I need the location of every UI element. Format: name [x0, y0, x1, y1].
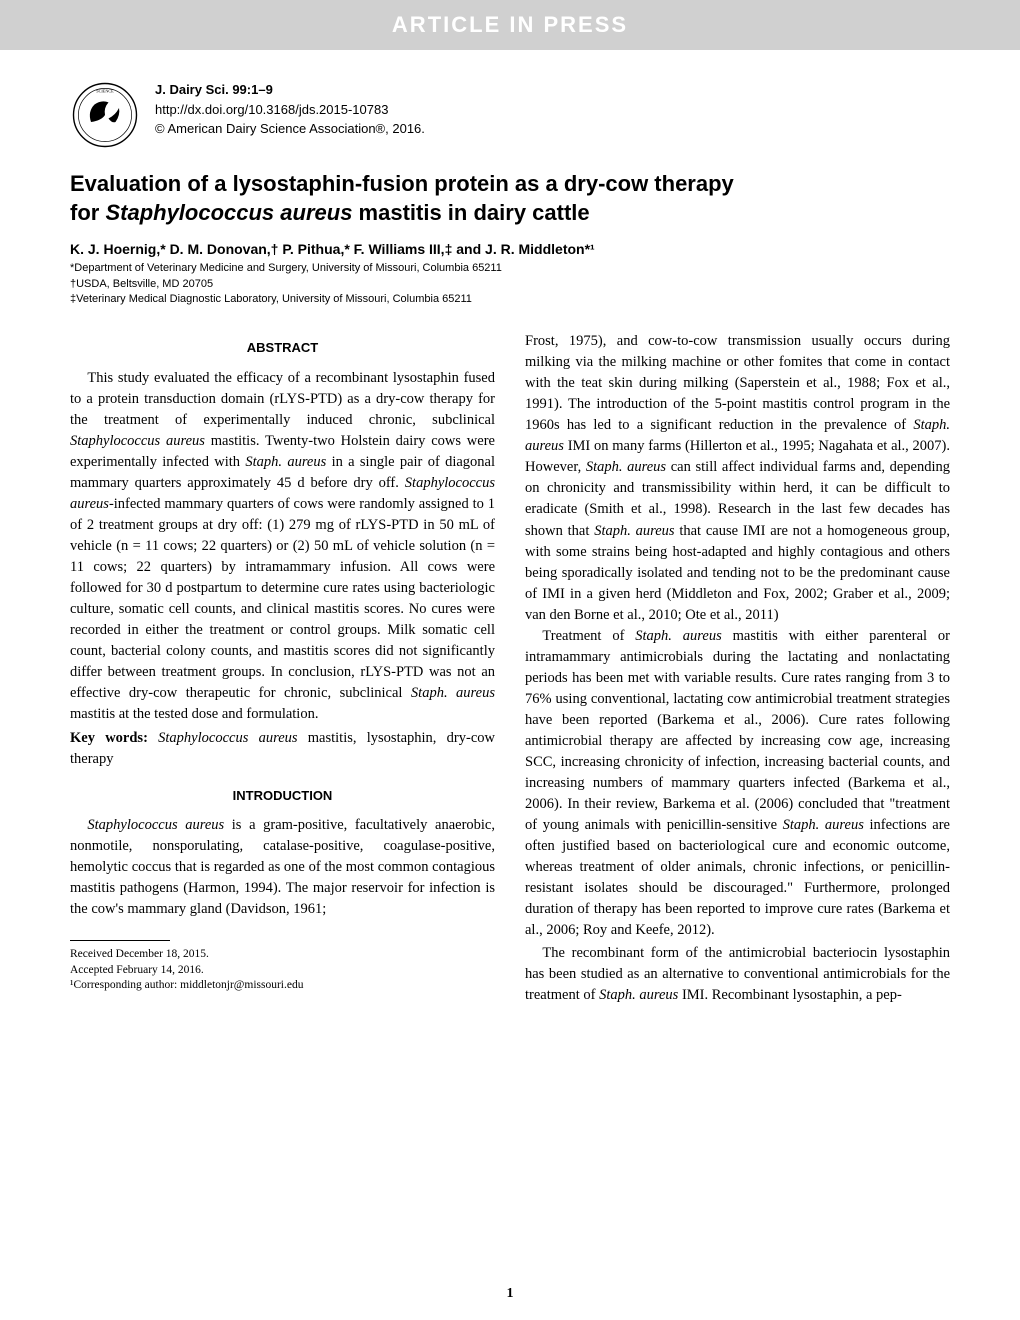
adsa-logo: SCIENCE — [70, 80, 140, 150]
article-title: Evaluation of a lysostaphin-fusion prote… — [70, 170, 950, 227]
keywords: Key words: Staphylococcus aureus mastiti… — [70, 728, 495, 770]
affiliation-3: ‡Veterinary Medical Diagnostic Laborator… — [70, 292, 950, 307]
col2-paragraph-2: Treatment of Staph. aureus mastitis with… — [525, 626, 950, 941]
banner-text: ARTICLE IN PRESS — [392, 12, 628, 38]
right-column: Frost, 1975), and cow-to-cow transmissio… — [525, 331, 950, 1008]
authors-line: K. J. Hoernig,* D. M. Donovan,† P. Pithu… — [70, 241, 950, 257]
doi-line: http://dx.doi.org/10.3168/jds.2015-10783 — [155, 100, 425, 120]
left-column: ABSTRACT This study evaluated the effica… — [70, 331, 495, 1008]
received-date: Received December 18, 2015. — [70, 947, 495, 963]
in-press-banner: ARTICLE IN PRESS — [0, 0, 1020, 50]
journal-header: SCIENCE J. Dairy Sci. 99:1–9 http://dx.d… — [70, 80, 950, 150]
abstract-paragraph: This study evaluated the efficacy of a r… — [70, 368, 495, 725]
page-number: 1 — [507, 1286, 514, 1302]
affiliations: *Department of Veterinary Medicine and S… — [70, 261, 950, 307]
introduction-heading: INTRODUCTION — [70, 787, 495, 806]
journal-citation: J. Dairy Sci. 99:1–9 — [155, 80, 425, 100]
intro-paragraph-1: Staphylococcus aureus is a gram-positive… — [70, 815, 495, 920]
abstract-heading: ABSTRACT — [70, 339, 495, 358]
accepted-date: Accepted February 14, 2016. — [70, 963, 495, 979]
footnote-separator — [70, 940, 170, 941]
copyright-line: © American Dairy Science Association®, 2… — [155, 119, 425, 139]
corresponding-author: ¹Corresponding author: middletonjr@misso… — [70, 978, 495, 994]
col2-paragraph-3: The recombinant form of the antimicrobia… — [525, 943, 950, 1006]
body-columns: ABSTRACT This study evaluated the effica… — [70, 331, 950, 1008]
svg-text:SCIENCE: SCIENCE — [96, 89, 114, 94]
page-content: SCIENCE J. Dairy Sci. 99:1–9 http://dx.d… — [0, 50, 1020, 1028]
affiliation-2: †USDA, Beltsville, MD 20705 — [70, 277, 950, 292]
affiliation-1: *Department of Veterinary Medicine and S… — [70, 261, 950, 276]
journal-meta: J. Dairy Sci. 99:1–9 http://dx.doi.org/1… — [155, 80, 425, 139]
footnotes: Received December 18, 2015. Accepted Feb… — [70, 947, 495, 994]
col2-paragraph-1: Frost, 1975), and cow-to-cow transmissio… — [525, 331, 950, 625]
